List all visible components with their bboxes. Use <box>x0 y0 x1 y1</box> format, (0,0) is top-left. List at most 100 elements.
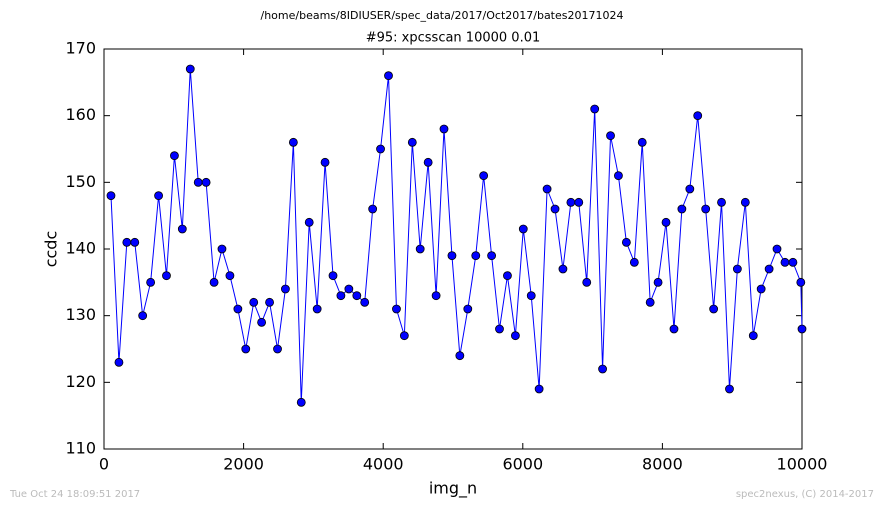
data-point <box>526 291 536 301</box>
data-point <box>170 151 179 161</box>
data-point <box>685 184 695 194</box>
data-point <box>598 364 607 374</box>
data-point <box>693 111 703 121</box>
data-point <box>709 304 719 314</box>
data-point <box>407 137 417 147</box>
data-point <box>225 271 235 281</box>
data-point <box>471 251 481 261</box>
data-point <box>193 177 203 187</box>
y-tick-label: 150 <box>65 172 96 191</box>
data-point <box>241 344 251 354</box>
data-point <box>566 197 576 207</box>
data-point <box>732 264 742 274</box>
y-tick-label: 120 <box>65 372 96 391</box>
data-point <box>701 204 711 214</box>
data-point <box>788 257 798 267</box>
data-point <box>756 284 766 294</box>
x-tick-label: 6000 <box>502 455 543 474</box>
chart-title: #95: xpcsscan 10000 0.01 <box>366 31 541 46</box>
data-point <box>185 64 195 74</box>
data-point <box>518 224 528 234</box>
data-point <box>376 144 385 154</box>
data-point <box>606 131 615 141</box>
data-point <box>717 197 726 207</box>
data-point <box>455 351 465 361</box>
data-point <box>392 304 401 314</box>
data-point <box>288 137 298 147</box>
data-point <box>550 204 560 214</box>
y-tick-label: 160 <box>65 105 96 124</box>
data-point <box>487 251 496 261</box>
data-point <box>479 171 489 181</box>
data-point <box>281 284 290 294</box>
data-point <box>217 244 227 254</box>
data-point <box>304 217 314 227</box>
data-point <box>677 204 687 214</box>
y-tick-label: 130 <box>65 305 96 324</box>
footer-right: spec2nexus, (C) 2014-2017 <box>736 489 874 500</box>
data-point <box>431 291 441 301</box>
x-axis-label: img_n <box>429 479 477 499</box>
data-point <box>177 224 187 234</box>
data-point <box>415 244 425 254</box>
data-point <box>796 277 806 287</box>
data-point <box>503 271 512 281</box>
x-tick-label: 2000 <box>223 455 264 474</box>
data-point <box>209 277 219 287</box>
data-point <box>138 311 148 321</box>
data-point <box>352 291 362 301</box>
data-point <box>384 71 393 81</box>
x-tick-label: 0 <box>99 455 109 474</box>
y-tick-label: 110 <box>65 439 96 458</box>
x-tick-label: 4000 <box>363 455 404 474</box>
data-point <box>399 331 409 341</box>
data-point <box>725 384 734 394</box>
data-point <box>669 324 679 334</box>
data-point <box>360 297 370 307</box>
data-point <box>265 297 274 307</box>
data-point <box>130 237 140 247</box>
data-point <box>780 257 790 267</box>
data-point <box>106 191 116 201</box>
data-point <box>542 184 552 194</box>
data-point <box>534 384 544 394</box>
data-point <box>423 157 433 167</box>
data-point <box>645 297 655 307</box>
data-point <box>122 237 132 247</box>
data-point <box>296 397 306 407</box>
data-point <box>344 284 354 294</box>
y-tick-label: 170 <box>65 39 96 58</box>
data-point <box>748 331 758 341</box>
data-point <box>257 317 267 327</box>
data-point <box>162 271 171 281</box>
data-point <box>764 264 774 274</box>
data-point <box>249 297 259 307</box>
data-point <box>328 271 338 281</box>
data-point <box>797 324 807 334</box>
data-point <box>154 191 163 201</box>
data-point <box>368 204 378 214</box>
data-point <box>653 277 663 287</box>
x-tick-label: 8000 <box>642 455 683 474</box>
data-point <box>558 264 568 274</box>
data-point <box>201 177 211 187</box>
data-point <box>772 244 782 254</box>
data-point <box>320 157 330 167</box>
data-point <box>336 291 346 301</box>
plot-frame <box>103 48 803 450</box>
data-point <box>574 197 584 207</box>
data-point <box>463 304 473 314</box>
data-point <box>233 304 243 314</box>
footer-left: Tue Oct 24 18:09:51 2017 <box>9 489 140 500</box>
data-point <box>637 137 647 147</box>
data-point <box>114 357 124 367</box>
suptitle: /home/beams/8IDIUSER/spec_data/2017/Oct2… <box>261 9 624 22</box>
data-point <box>621 237 631 247</box>
data-point <box>629 257 639 267</box>
x-tick-label: 10000 <box>777 455 828 474</box>
data-point <box>447 251 457 261</box>
data-point <box>740 197 750 207</box>
data-point <box>273 344 282 354</box>
y-tick-label: 140 <box>65 239 96 258</box>
